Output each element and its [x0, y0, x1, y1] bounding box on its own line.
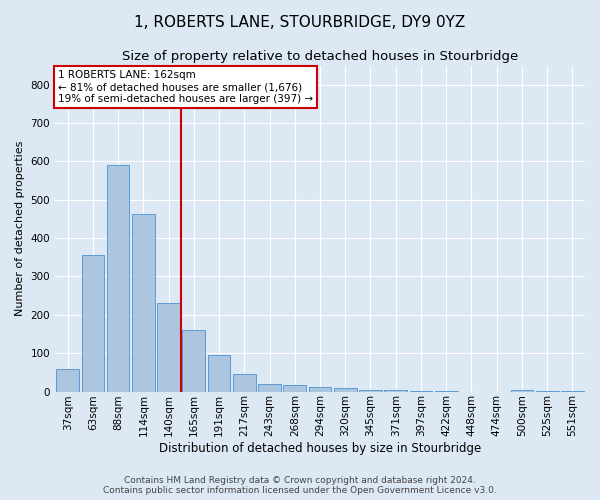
Bar: [258, 384, 281, 392]
Bar: [208, 356, 230, 392]
Bar: [82, 255, 104, 392]
Bar: [385, 390, 407, 392]
Bar: [283, 385, 306, 392]
Bar: [359, 390, 382, 392]
Bar: [308, 386, 331, 392]
Bar: [561, 391, 584, 392]
Bar: [56, 370, 79, 392]
Y-axis label: Number of detached properties: Number of detached properties: [15, 141, 25, 316]
Bar: [182, 330, 205, 392]
Bar: [233, 374, 256, 392]
Bar: [334, 388, 356, 392]
Title: Size of property relative to detached houses in Stourbridge: Size of property relative to detached ho…: [122, 50, 518, 63]
Bar: [410, 391, 433, 392]
Bar: [132, 214, 155, 392]
Bar: [511, 390, 533, 392]
Text: 1 ROBERTS LANE: 162sqm
← 81% of detached houses are smaller (1,676)
19% of semi-: 1 ROBERTS LANE: 162sqm ← 81% of detached…: [58, 70, 313, 104]
Text: Contains HM Land Registry data © Crown copyright and database right 2024.
Contai: Contains HM Land Registry data © Crown c…: [103, 476, 497, 495]
Bar: [107, 166, 130, 392]
X-axis label: Distribution of detached houses by size in Stourbridge: Distribution of detached houses by size …: [159, 442, 481, 455]
Bar: [157, 302, 180, 392]
Text: 1, ROBERTS LANE, STOURBRIDGE, DY9 0YZ: 1, ROBERTS LANE, STOURBRIDGE, DY9 0YZ: [134, 15, 466, 30]
